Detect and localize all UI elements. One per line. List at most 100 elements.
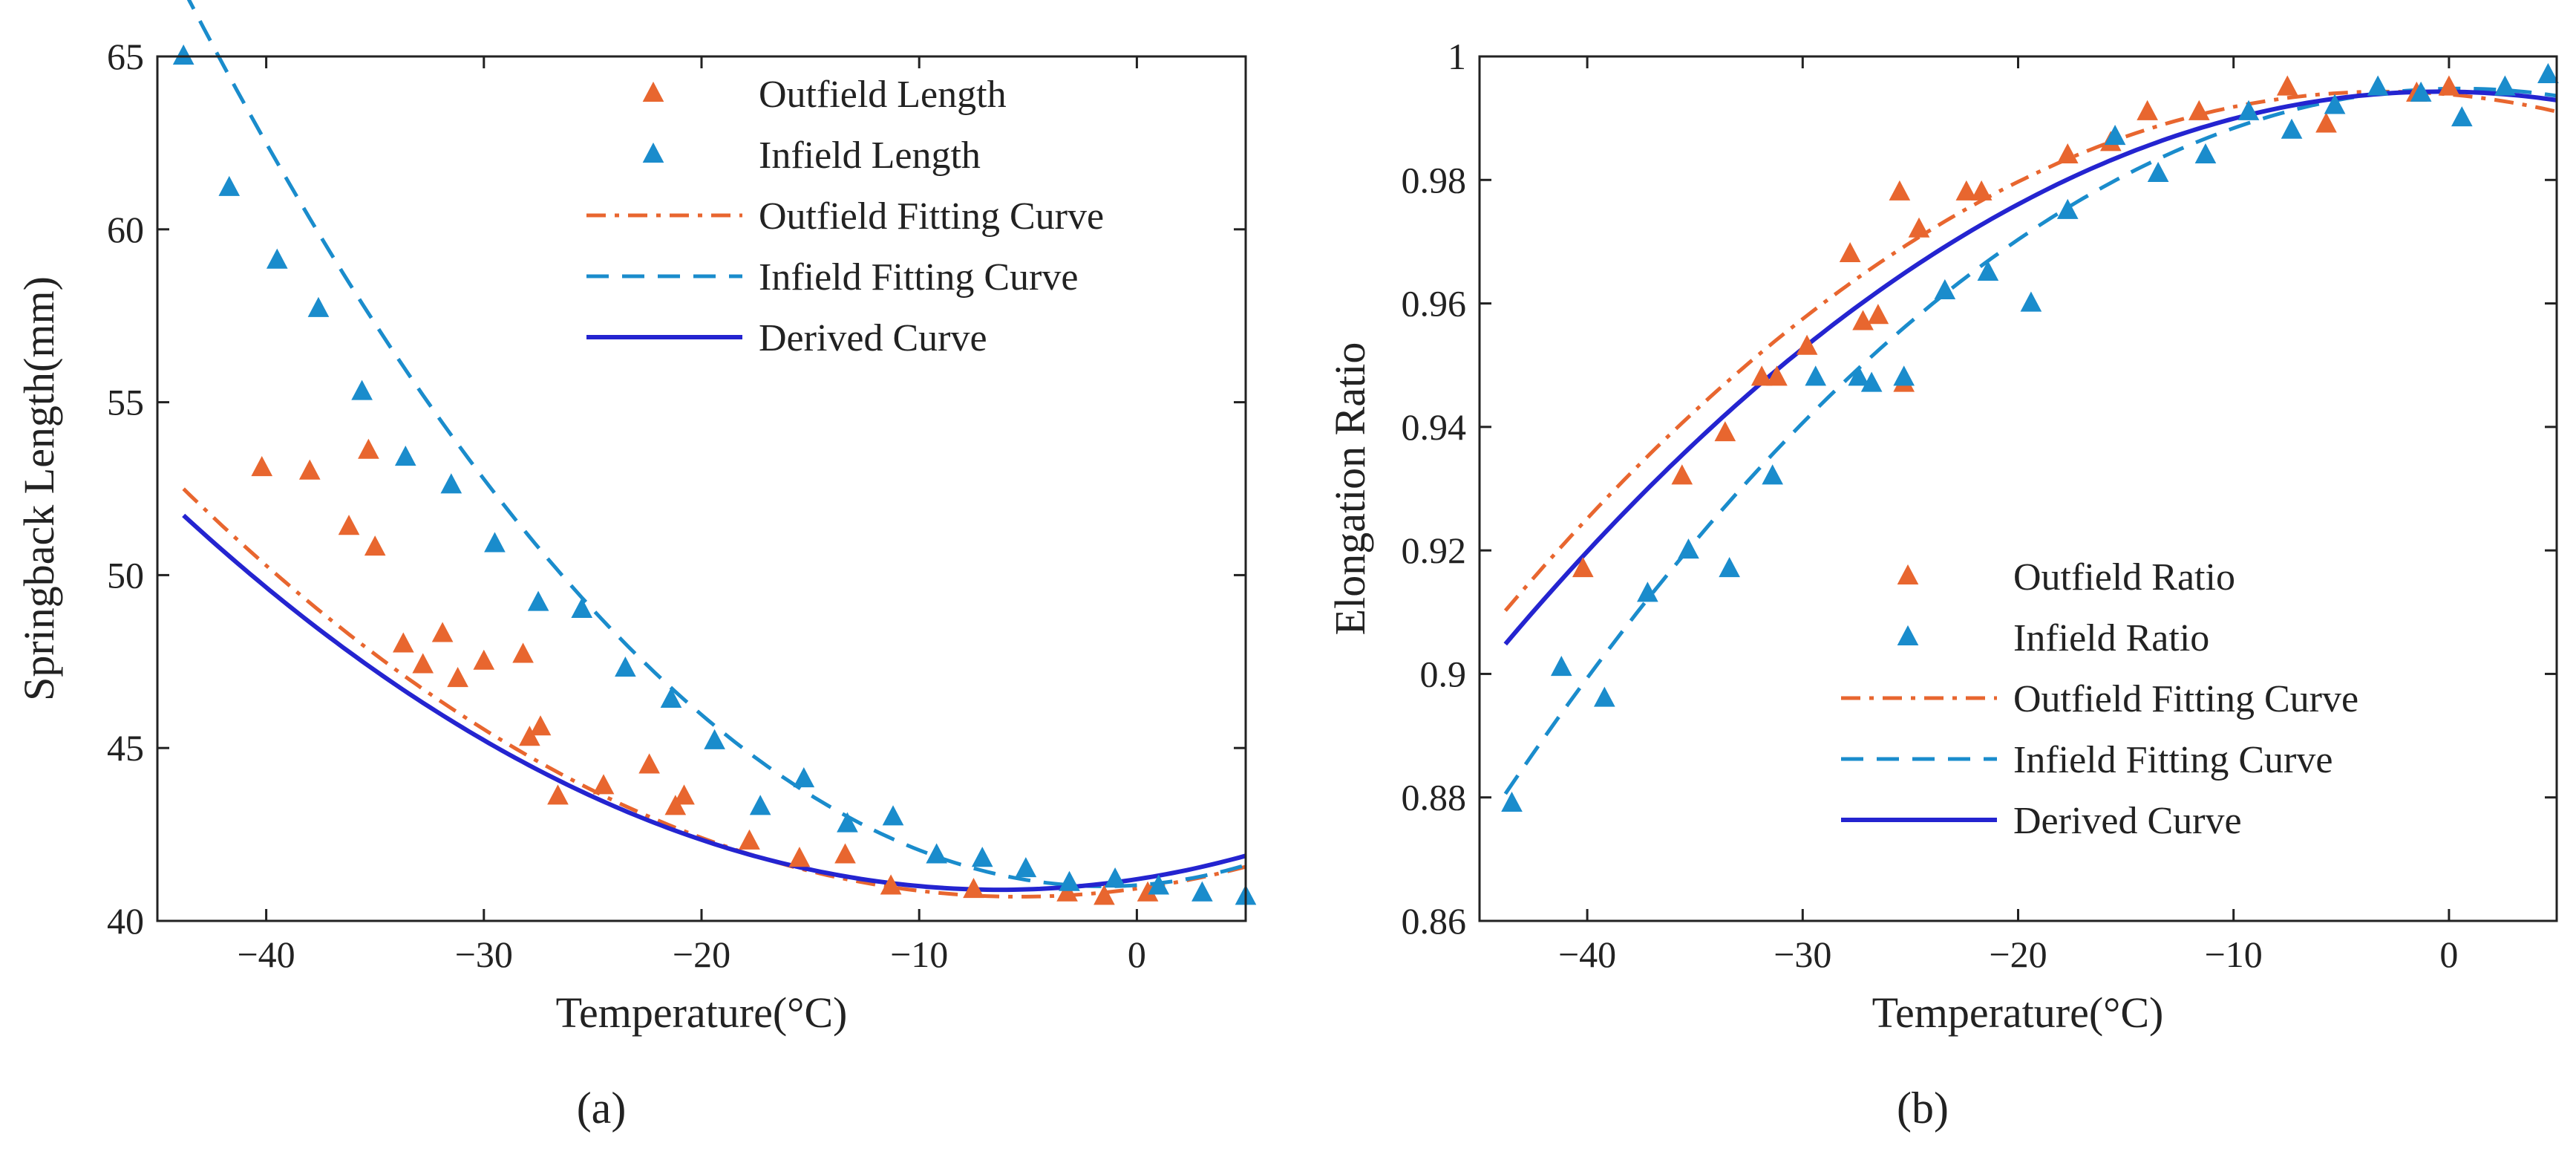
marker-infield-length: [351, 379, 373, 400]
marker-infield-ratio: [1934, 278, 1956, 299]
marker-outfield-length: [519, 726, 540, 746]
marker-infield-length: [266, 248, 288, 269]
marker-infield-ratio: [2104, 125, 2126, 146]
y-tick-label-b: 0.94: [1402, 406, 1467, 448]
marker-infield-length: [660, 687, 682, 708]
x-axis-label-a: Temperature(°C): [556, 988, 848, 1037]
x-tick-label-a: −20: [673, 934, 730, 975]
y-tick-label-a: 55: [107, 382, 144, 423]
marker-infield-ratio: [1719, 557, 1740, 578]
marker-infield-length: [882, 805, 904, 826]
marker-outfield-ratio: [1908, 217, 1930, 238]
y-tick-label-b: 0.88: [1402, 777, 1467, 818]
panel-b: −40 −30 −20 −10 0 0.86 0.88 0.9 0.92 0.94 0.96 0.98…: [1326, 36, 2559, 1133]
marker-outfield-length: [788, 847, 811, 867]
legend-label-b: Outfield Ratio: [2013, 556, 2235, 599]
marker-infield-ratio: [1805, 365, 1827, 386]
marker-infield-ratio: [2410, 81, 2432, 102]
marker-infield-length: [971, 847, 993, 867]
panel-label-a: (a): [577, 1084, 627, 1133]
marker-infield-length: [394, 446, 416, 466]
marker-outfield-ratio: [1955, 180, 1978, 201]
marker-outfield-ratio: [2188, 100, 2210, 120]
marker-outfield-ratio: [1839, 241, 1861, 263]
marker-infield-ratio: [2494, 75, 2516, 96]
legend-label-b: Infield Fitting Curve: [2013, 739, 2333, 781]
marker-outfield-ratio: [1750, 365, 1773, 386]
marker-outfield-length: [963, 878, 984, 899]
y-tick-label-b: 1: [1448, 36, 1466, 77]
marker-infield-length: [440, 473, 462, 494]
y-axis-label-a: Springback Length(mm): [15, 276, 63, 701]
marker-infield-ratio: [1678, 538, 1699, 559]
marker-infield-ratio: [1848, 365, 1870, 386]
legend-label-b: Derived Curve: [2013, 800, 2242, 842]
marker-infield-ratio: [1893, 365, 1915, 386]
marker-infield-length: [571, 597, 593, 618]
marker-infield-ratio: [1593, 686, 1615, 707]
marker-infield-ratio: [2451, 106, 2473, 127]
marker-outfield-ratio: [2438, 75, 2460, 96]
marker-outfield-ratio: [2315, 112, 2337, 133]
legend-marker-a: [642, 81, 664, 102]
x-tick-label-a: −40: [237, 934, 295, 975]
marker-outfield-length: [431, 622, 454, 642]
marker-outfield-length: [1094, 885, 1115, 905]
legend-label-a: Outfield Fitting Curve: [759, 195, 1104, 238]
marker-outfield-length: [473, 649, 495, 670]
marker-infield-length: [218, 175, 241, 196]
marker-outfield-length: [880, 874, 902, 895]
y-tick-label-a: 40: [107, 900, 144, 942]
marker-outfield-length: [664, 795, 687, 815]
marker-infield-length: [172, 44, 194, 65]
marker-infield-ratio: [1550, 656, 1572, 677]
marker-outfield-ratio: [1970, 180, 1993, 201]
y-tick-label-a: 65: [107, 36, 144, 77]
marker-outfield-length: [1056, 881, 1078, 902]
marker-outfield-ratio: [1714, 421, 1736, 442]
marker-outfield-length: [447, 667, 468, 688]
marker-infield-ratio: [2537, 62, 2559, 83]
x-tick-label-b: 0: [2439, 934, 2458, 975]
marker-outfield-length: [338, 515, 360, 535]
marker-outfield-ratio: [1671, 464, 1693, 485]
y-tick-label-b: 0.96: [1402, 283, 1467, 325]
legend-label-b: Outfield Fitting Curve: [2013, 678, 2358, 720]
y-axis-label-b: Elongation Ratio: [1326, 342, 1374, 636]
marker-infield-ratio: [1762, 464, 1784, 485]
y-tick-label-b: 0.92: [1402, 530, 1467, 571]
marker-infield-ratio: [1637, 582, 1658, 602]
marker-infield-length: [484, 532, 506, 553]
marker-outfield-length: [364, 535, 386, 556]
legend-marker-b: [1897, 564, 1919, 584]
marker-outfield-length: [392, 632, 414, 653]
legend-label-b: Infield Ratio: [2013, 617, 2209, 659]
y-tick-label-b: 0.86: [1402, 900, 1467, 942]
x-tick-label-b: −10: [2205, 934, 2263, 975]
marker-infield-length: [1015, 857, 1037, 878]
x-tick-label-b: −40: [1558, 934, 1616, 975]
legend-marker-b: [1897, 625, 1919, 645]
marker-outfield-length: [673, 784, 695, 805]
marker-infield-length: [926, 843, 947, 864]
marker-outfield-length: [547, 784, 569, 805]
y-tick-label-a: 45: [107, 727, 144, 769]
panel-a: −40 −30 −20 −10 0 40 45 50 55 60 65 Temperature(°C…: [15, 0, 1257, 1133]
marker-outfield-length: [592, 774, 615, 795]
marker-infield-length: [307, 296, 330, 317]
x-tick-label-b: −20: [1989, 934, 2047, 975]
marker-infield-length: [1104, 867, 1126, 888]
marker-infield-length: [615, 657, 636, 677]
plot-area-b: [1480, 56, 2557, 921]
marker-infield-ratio: [2056, 198, 2079, 219]
marker-outfield-ratio: [1796, 334, 1818, 355]
y-tick-label-b: 0.9: [1420, 653, 1467, 694]
marker-outfield-length: [251, 455, 273, 477]
marker-infield-ratio: [2324, 94, 2346, 114]
marker-outfield-ratio: [1852, 310, 1874, 330]
marker-outfield-ratio: [2056, 143, 2079, 164]
x-tick-label-a: 0: [1128, 934, 1146, 975]
marker-outfield-ratio: [1572, 557, 1594, 578]
marker-outfield-ratio: [1766, 365, 1788, 386]
